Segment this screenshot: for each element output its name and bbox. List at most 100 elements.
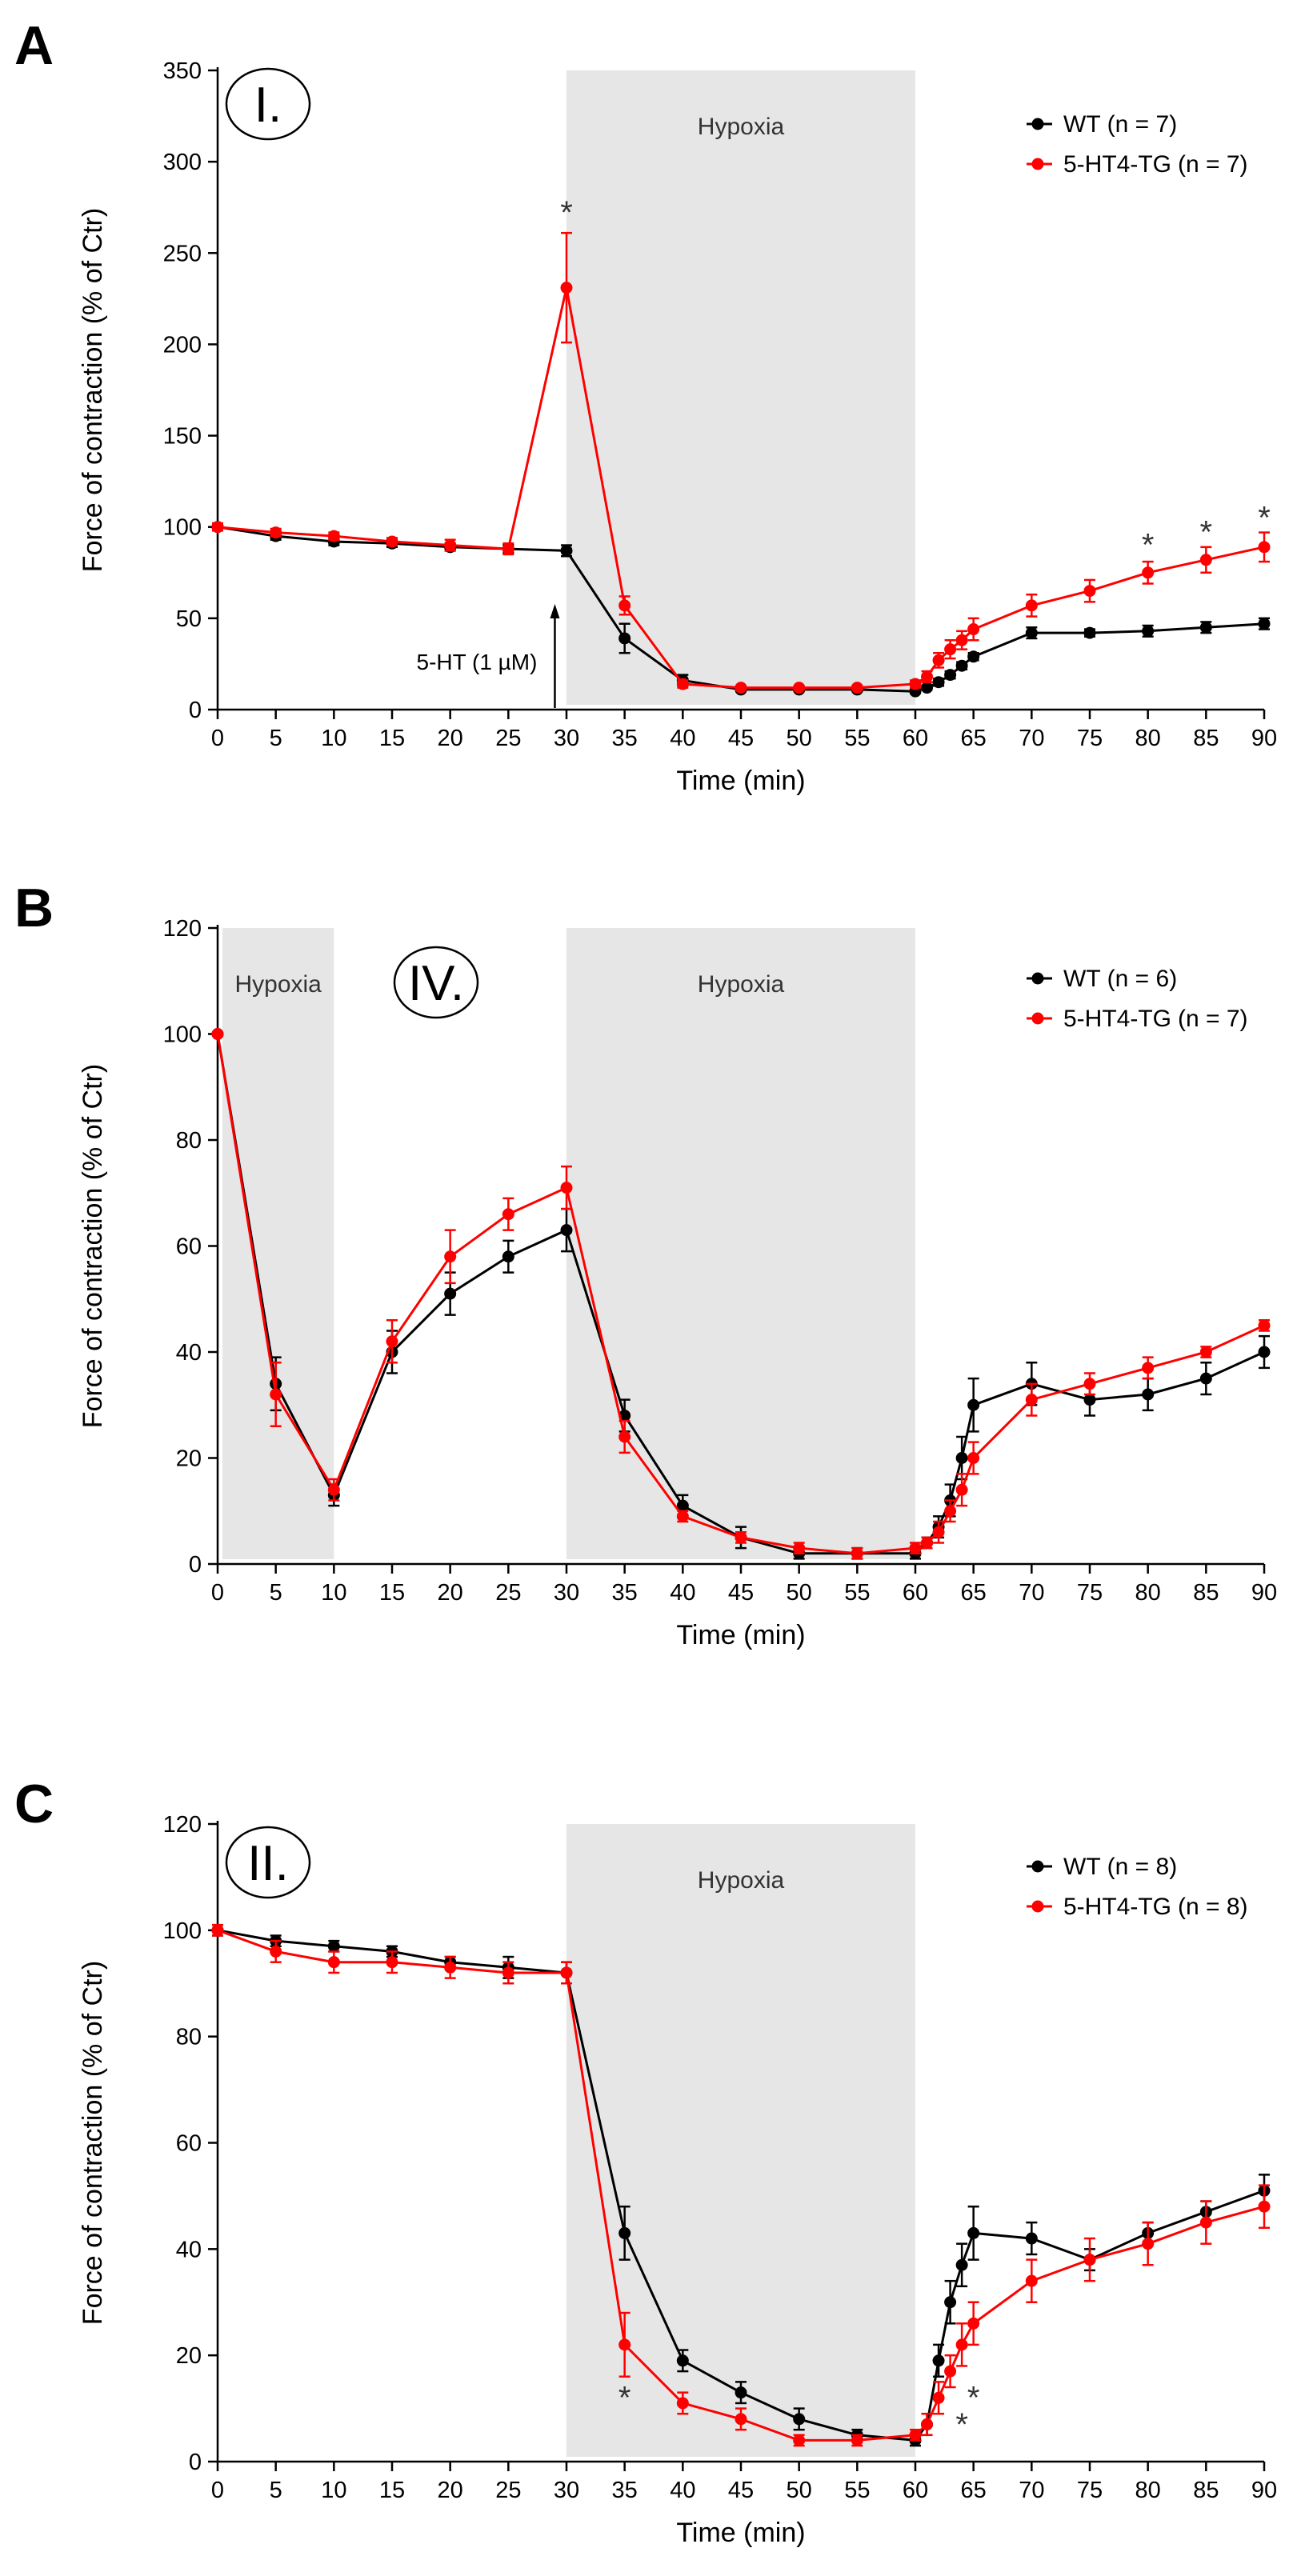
data-point <box>1083 585 1096 598</box>
series-tg <box>211 1028 1271 1560</box>
x-tick-label: 0 <box>211 2478 224 2503</box>
x-tick-label: 45 <box>728 1580 754 1606</box>
data-point <box>921 2418 934 2431</box>
roman-circle <box>225 1826 311 1899</box>
y-tick-label: 100 <box>163 515 202 541</box>
significance-star: * <box>967 2381 980 2416</box>
x-tick-label: 60 <box>903 726 928 751</box>
legend-series-name: 5-HT4-TG <box>1063 1894 1171 1920</box>
data-point <box>793 2413 806 2426</box>
x-tick-label: 75 <box>1077 1580 1103 1606</box>
data-point <box>955 1452 968 1464</box>
data-point <box>560 1224 573 1237</box>
data-point <box>944 1505 957 1518</box>
arrow-head <box>550 604 560 618</box>
data-point <box>1025 1394 1038 1406</box>
panel-letter: C <box>14 1774 54 1834</box>
data-point <box>944 2365 957 2378</box>
y-tick-label: 250 <box>163 241 202 266</box>
data-point <box>327 530 340 542</box>
x-tick-label: 35 <box>612 1580 638 1606</box>
panel-letter: B <box>14 878 54 938</box>
data-point <box>955 2258 968 2271</box>
data-point <box>1142 566 1155 579</box>
annotation-label: 5-HT (1 µM) <box>417 650 538 674</box>
data-point <box>270 526 282 539</box>
data-point <box>386 535 398 548</box>
y-tick-label: 100 <box>163 1918 202 1944</box>
x-tick-label: 5 <box>270 1580 282 1606</box>
data-point <box>955 634 968 646</box>
data-point <box>676 1510 689 1522</box>
data-point <box>618 2226 631 2239</box>
panel-letter: A <box>14 15 54 76</box>
legend-series-name: 5-HT4-TG <box>1063 1006 1171 1032</box>
x-axis-label: Time (min) <box>676 1620 805 1650</box>
hypoxia-region <box>222 928 334 1559</box>
x-tick-label: 25 <box>495 726 521 751</box>
y-tick-label: 120 <box>163 1812 202 1838</box>
x-tick-label: 75 <box>1077 2478 1103 2503</box>
y-tick-label: 20 <box>176 1446 202 1472</box>
data-point <box>1142 625 1155 638</box>
data-point <box>955 1483 968 1496</box>
legend-marker <box>1031 158 1044 170</box>
x-tick-label: 35 <box>612 726 638 751</box>
data-point <box>1142 1362 1155 1374</box>
x-tick-label: 85 <box>1193 726 1219 751</box>
hypoxia-region <box>566 928 915 1559</box>
roman-circle <box>393 946 479 1019</box>
data-point <box>909 678 922 690</box>
panel-b: Hypoxia Hypoxia 0 20 40 60 80 100 120 0 5 10 15 20 25 3… <box>14 878 1277 1650</box>
x-tick-label: 65 <box>961 2478 987 2503</box>
data-point <box>1258 618 1271 630</box>
data-point <box>944 2296 957 2309</box>
data-point <box>560 1182 573 1194</box>
y-tick-label: 40 <box>176 2237 202 2262</box>
legend-marker <box>1031 1012 1044 1025</box>
legend-series-name: WT <box>1063 111 1101 138</box>
data-point <box>676 2354 689 2367</box>
data-point <box>921 670 934 683</box>
significance-star: * <box>560 195 573 230</box>
legend-label: WT (n = 7) <box>1063 111 1177 138</box>
data-point <box>967 623 980 636</box>
roman-numeral: I. <box>254 78 282 133</box>
x-tick-label: 65 <box>961 1580 987 1606</box>
x-tick-label: 85 <box>1193 2478 1219 2503</box>
legend-label: 5-HT4-TG (n = 7) <box>1063 1006 1248 1032</box>
significance-star: * <box>955 2407 968 2442</box>
data-point <box>932 2354 945 2367</box>
data-point <box>1258 2200 1271 2213</box>
panel-a: Hypoxia 0 50 100 150 200 250 300 350 0 5 10 15 20 25 30… <box>14 15 1277 796</box>
data-point <box>502 1966 514 1979</box>
data-point <box>386 1956 398 1969</box>
data-point <box>955 659 968 672</box>
y-tick-label: 60 <box>176 2131 202 2157</box>
data-point <box>560 282 573 294</box>
series-tg <box>211 1923 1271 2447</box>
x-tick-label: 30 <box>554 1580 579 1606</box>
hypoxia-label: Hypoxia <box>234 971 322 998</box>
y-tick-label: 80 <box>176 2025 202 2050</box>
significance-star: * <box>1200 515 1213 550</box>
x-tick-label: 30 <box>554 2478 579 2503</box>
x-axis-label: Time (min) <box>676 2518 805 2548</box>
hypoxia-label: Hypoxia <box>698 1867 785 1894</box>
data-point <box>967 1398 980 1411</box>
y-tick-label: 120 <box>163 916 202 942</box>
x-tick-label: 60 <box>903 2478 928 2503</box>
data-point <box>1258 541 1271 554</box>
x-tick-label: 45 <box>728 2478 754 2503</box>
data-point <box>618 1430 631 1443</box>
data-point <box>967 2317 980 2330</box>
y-tick-label: 80 <box>176 1128 202 1154</box>
data-point <box>502 542 514 555</box>
y-tick-label: 100 <box>163 1022 202 1048</box>
legend-marker <box>1031 972 1044 985</box>
hypoxia-region <box>566 1824 915 2457</box>
x-tick-label: 50 <box>787 1580 812 1606</box>
y-tick-label: 0 <box>189 698 202 723</box>
x-tick-label: 40 <box>670 726 695 751</box>
